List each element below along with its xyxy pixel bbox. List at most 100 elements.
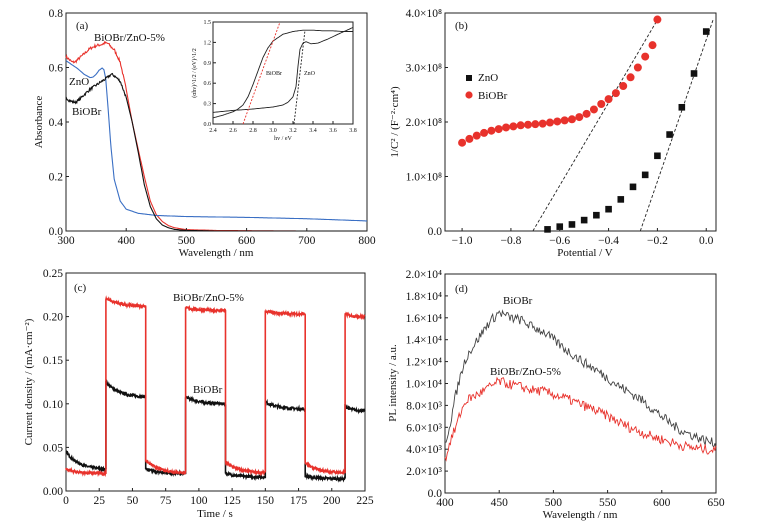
- inset-xtick-label: 2.8: [249, 128, 257, 134]
- panel-c-label: (c): [74, 282, 87, 294]
- fit-line-zno-fit: [639, 18, 714, 232]
- data-point-biobr: [472, 131, 481, 140]
- data-point-biobr: [604, 95, 613, 104]
- panel-c-ylabel: Current density / (mA·cm⁻²): [23, 318, 35, 445]
- panel-b-mott-schottky: −1.0 −0.8 −0.6 −0.4 −0.2 0.0 0.0 1.0×10⁸ 2.0×10⁸…: [389, 8, 717, 259]
- panel-a-xtick-label: 500: [178, 235, 196, 247]
- inset-xtick-label: 3.4: [309, 128, 317, 134]
- panel-b-xtick-label: −0.2: [647, 235, 668, 247]
- panel-d-xtick-label: 450: [491, 497, 509, 509]
- data-point-biobr: [653, 15, 662, 24]
- data-point-biobr: [626, 73, 635, 82]
- series-line-biobr: [445, 309, 717, 449]
- series-line-biobr: [65, 379, 366, 483]
- panel-d-xtick-label: 650: [707, 497, 725, 509]
- panel-d-ytick-label: 2.0×10⁴: [406, 269, 442, 281]
- annotation-biobr: BiOBr: [72, 106, 102, 118]
- panel-a-ytick-label: 0.2: [49, 172, 64, 184]
- panel-a-ylabel: Absorbance: [33, 96, 45, 149]
- panel-d-ytick-label: 1.2×10⁴: [406, 357, 442, 369]
- inset-ytick-label: 1.2: [204, 40, 212, 46]
- data-point-zno: [641, 171, 649, 179]
- panel-a-ytick-label: 0.6: [49, 63, 64, 75]
- data-point-zno: [580, 216, 588, 224]
- data-point-zno: [690, 70, 698, 77]
- panel-d-frame: [444, 273, 717, 494]
- data-point-zno: [629, 183, 637, 191]
- data-point-biobr: [509, 122, 518, 131]
- inset-xtick-label: 3.6: [329, 128, 337, 134]
- data-point-biobr: [641, 52, 650, 61]
- panel-a-absorbance: 300 400 500 600 700 800 0.0 0.2 0.4 0.6 0.8 (a) Bi…: [33, 8, 376, 259]
- panel-c-xtick-label: 150: [257, 495, 275, 507]
- data-point-biobr: [545, 118, 554, 127]
- panel-b-xtick-label: −0.6: [549, 235, 570, 247]
- data-point-biobr: [502, 123, 511, 132]
- panel-b-xtick-label: −0.8: [500, 235, 521, 247]
- data-point-biobr: [582, 109, 591, 118]
- data-point-biobr: [538, 119, 547, 128]
- panel-c-ytick-label: 0.25: [43, 268, 63, 280]
- legend-marker-zno: [466, 75, 472, 81]
- panel-b-xtick-label: −0.4: [598, 235, 619, 247]
- panel-d-ytick-label: 2.0×10³: [406, 466, 442, 478]
- inset-ytick-label: 0.3: [204, 102, 212, 108]
- annotation-zno: ZnO: [69, 76, 89, 88]
- panel-b-ytick-label: 0.0: [428, 226, 443, 238]
- panel-c-ytick-label: 0.00: [43, 486, 63, 498]
- inset-ytick-label: 0.0: [204, 122, 212, 128]
- panel-d-xtick-label: 500: [545, 497, 563, 509]
- panel-d-ytick-label: 1.4×10⁴: [406, 335, 442, 347]
- data-point-biobr: [480, 128, 489, 137]
- inset-ytick-label: 0.6: [204, 81, 212, 87]
- panel-d-ytick-label: 0.0: [428, 488, 443, 500]
- data-point-zno: [544, 226, 551, 233]
- panel-c-ytick-label: 0.15: [43, 355, 63, 367]
- data-point-biobr: [611, 89, 620, 98]
- panel-a-xtick-label: 400: [118, 235, 136, 247]
- panel-d-ylabel: PL intensity / a.u.: [387, 344, 399, 422]
- data-point-zno: [593, 211, 600, 219]
- panel-d-ytick-label: 1.0×10⁴: [406, 379, 442, 391]
- series-line-zno: [65, 60, 367, 222]
- panel-b-ytick-label: 4.0×10⁸: [406, 8, 442, 20]
- annotation-biobr: BiOBr: [503, 295, 533, 307]
- panel-c-xtick-label: 25: [93, 495, 105, 507]
- panel-d-xtick-label: 600: [653, 497, 671, 509]
- panel-a-xtick-label: 300: [57, 235, 75, 247]
- panel-d-ytick-label: 8.0×10³: [406, 400, 442, 412]
- annotation-biobr-zno: BiOBr/ZnO-5%: [490, 366, 561, 378]
- data-point-zno: [678, 103, 686, 111]
- data-point-biobr: [619, 82, 628, 91]
- data-point-biobr: [567, 115, 576, 124]
- panel-d-ytick-label: 4.0×10³: [406, 444, 442, 456]
- panel-b-ytick-label: 2.0×10⁸: [406, 117, 442, 129]
- inset-xtick-label: 3.2: [289, 128, 297, 134]
- inset-series-biobr-fit: [242, 21, 281, 125]
- panel-a-xtick-label: 800: [358, 235, 376, 247]
- data-point-biobr: [553, 117, 562, 126]
- inset-xtick-label: 3.8: [349, 128, 357, 134]
- panel-c-xtick-label: 50: [127, 495, 139, 507]
- data-point-zno: [666, 131, 673, 138]
- data-point-biobr: [531, 120, 540, 129]
- panel-d-xtick-label: 400: [436, 497, 454, 509]
- panel-c-xtick-label: 225: [356, 495, 374, 507]
- inset-xtick-label: 2.6: [229, 128, 237, 134]
- panel-d-ytick-label: 1.8×10⁴: [406, 291, 442, 303]
- data-point-zno: [654, 152, 661, 160]
- panel-b-ytick-label: 1.0×10⁸: [406, 172, 442, 184]
- panel-b-ytick-label: 3.0×10⁸: [406, 63, 442, 75]
- panel-c-ytick-label: 0.20: [43, 312, 63, 324]
- data-point-zno: [556, 223, 564, 230]
- data-point-zno: [617, 196, 625, 203]
- panel-b-xtick-label: 0.0: [699, 235, 714, 247]
- data-point-biobr: [524, 120, 533, 129]
- data-point-biobr: [458, 138, 467, 147]
- inset-ytick-label: 0.9: [204, 61, 212, 67]
- panel-a-xtick-label: 600: [238, 235, 256, 247]
- data-point-zno: [568, 221, 576, 228]
- panel-d-ytick-label: 6.0×10³: [406, 422, 442, 434]
- panel-b-label: (b): [455, 20, 468, 32]
